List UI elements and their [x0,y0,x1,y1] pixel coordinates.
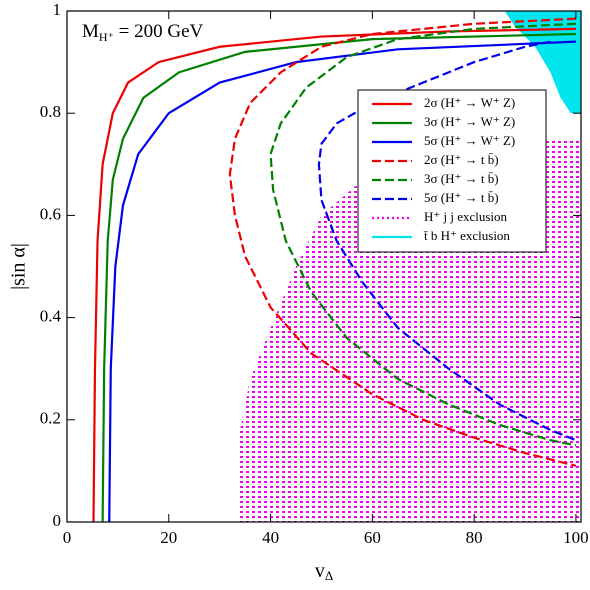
x-label-sub: Δ [325,568,333,583]
legend-label: 2σ (H⁺ → t b̄) [424,152,499,167]
annotation-sub: H⁺ [99,30,114,44]
x-axis-label: vΔ [315,560,333,583]
x-tick-label: 20 [160,528,177,547]
exclusion-region [504,11,581,114]
x-tick-label: 0 [63,528,72,547]
curve [317,40,577,442]
plot-frame [66,10,582,523]
y-tick-label: 0.2 [40,409,61,428]
annotation-rest: = 200 GeV [114,21,204,42]
curve [92,27,576,522]
legend-label: 5σ (H⁺ → t b̄) [424,190,499,205]
y-tick-label: 0.4 [40,307,62,326]
legend-label: 5σ (H⁺ → W⁺ Z) [424,133,515,148]
annotation: MH⁺ = 200 GeV [82,21,204,43]
y-tick-label: 0.6 [40,204,61,223]
x-tick-label: 100 [563,528,589,547]
curve [228,17,577,467]
y-tick-label: 0.8 [40,102,61,121]
curve [108,40,576,522]
x-label-main: v [315,560,325,582]
plot-area [92,11,581,522]
y-tick-label: 0 [53,511,62,530]
x-tick-label: 80 [466,528,483,547]
legend-label: H⁺ j j exclusion [424,209,508,224]
legend-box [357,89,547,253]
legend-label: t̄ b H⁺ exclusion [424,228,511,243]
curve [269,22,577,447]
annotation-main: M [82,21,99,42]
x-tick-label: 40 [262,528,279,547]
y-tick-label: 1 [53,0,62,19]
legend-label: 2σ (H⁺ → W⁺ Z) [424,95,515,110]
y-axis-label: |sin α| [8,243,30,290]
x-tick-label: 60 [364,528,381,547]
curve [101,32,576,522]
legend-label: 3σ (H⁺ → t b̄) [424,171,499,186]
legend-label: 3σ (H⁺ → W⁺ Z) [424,114,515,129]
